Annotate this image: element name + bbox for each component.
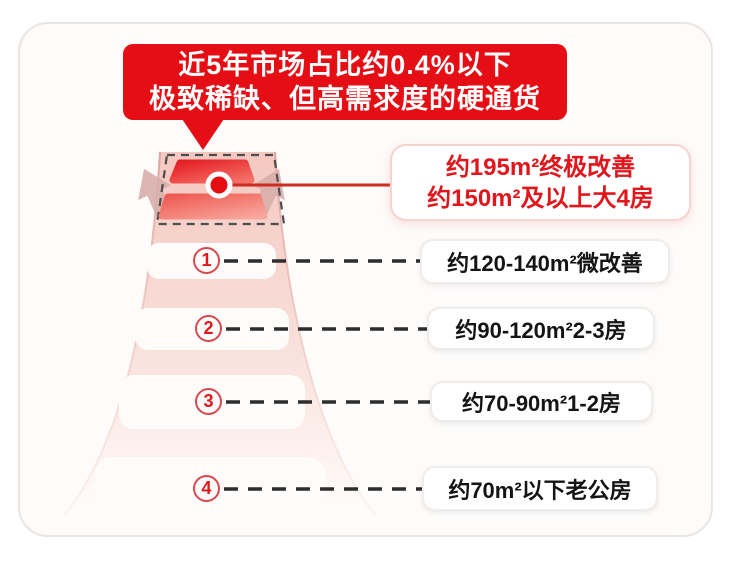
tier-3-number-badge: 3: [195, 388, 222, 415]
top-tier-callout: 约195m²终极改善 约150m²及以上大4房: [390, 144, 691, 221]
callout-line1: 约195m²终极改善: [445, 153, 636, 181]
tier-2-label: 约90-120m²2-3房: [427, 307, 655, 350]
tier-2-number-badge: 2: [195, 315, 222, 342]
red-dot-marker: [205, 171, 233, 199]
top-tier-dashed-outline: [155, 153, 286, 226]
callout-line2: 约150m²及以上大4房: [427, 184, 654, 212]
tier-4-label: 约70m²以下老公房: [422, 466, 658, 511]
tier-4-number-badge: 4: [193, 475, 220, 502]
banner-line2: 极致稀缺、但高需求度的硬通货: [149, 84, 541, 114]
top-tier-block: [169, 159, 255, 184]
tier-3-label: 约70-90m²1-2房: [430, 381, 653, 422]
tier-1-number-badge: 1: [193, 247, 220, 274]
infographic-card: 近5年市场占比约0.4%以下 极致稀缺、但高需求度的硬通货 约195m²终极改善…: [18, 22, 713, 537]
banner-line1: 近5年市场占比约0.4%以下: [178, 50, 512, 80]
market-share-banner: 近5年市场占比约0.4%以下 极致稀缺、但高需求度的硬通货: [123, 44, 567, 120]
banner-pointer-icon: [180, 116, 226, 150]
second-tier-block: [158, 193, 268, 220]
tier-1-label: 约120-140m²微改善: [420, 239, 670, 284]
